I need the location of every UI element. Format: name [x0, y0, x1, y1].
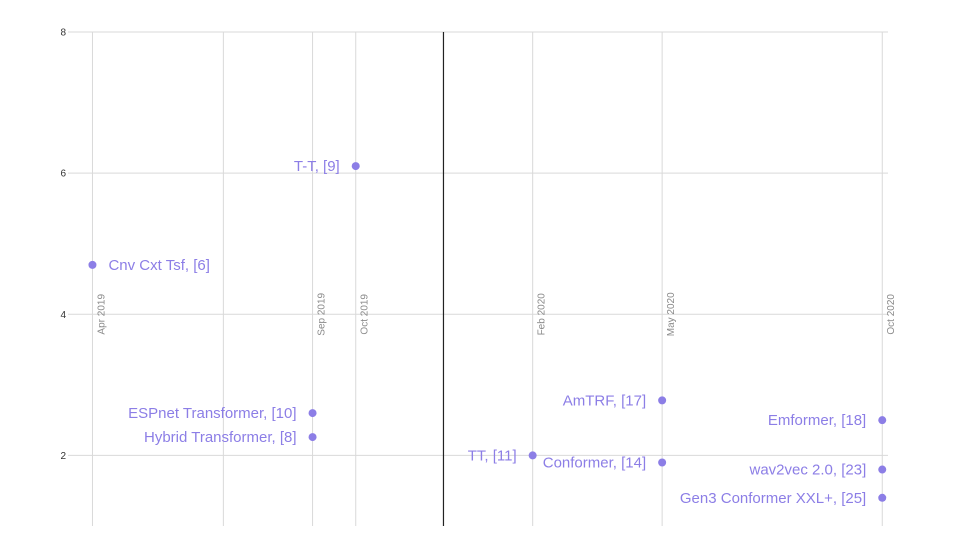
- y-tick-label: 6: [60, 169, 66, 180]
- data-point-label: T-T, [9]: [294, 158, 340, 175]
- data-point: [878, 465, 887, 474]
- data-point-label: Emformer, [18]: [768, 412, 866, 429]
- data-point: [878, 416, 887, 425]
- x-tick-label: Apr 2019: [96, 294, 107, 335]
- y-tick-label: 8: [60, 28, 66, 39]
- x-tick-label: Oct 2020: [886, 294, 897, 335]
- x-tick-label: Sep 2019: [317, 292, 328, 335]
- x-tick-label: May 2020: [666, 292, 677, 336]
- data-point: [658, 396, 667, 405]
- data-point-label: ESPnet Transformer, [10]: [128, 405, 296, 422]
- data-point: [88, 260, 97, 269]
- data-point: [528, 451, 537, 460]
- data-point-label: TT, [11]: [468, 447, 517, 464]
- x-tick-label: Oct 2019: [360, 294, 371, 335]
- data-point: [878, 493, 887, 502]
- data-point: [658, 458, 667, 467]
- data-point: [351, 162, 360, 171]
- data-point-label: wav2vec 2.0, [23]: [749, 462, 867, 479]
- x-tick-label: Feb 2020: [537, 293, 548, 336]
- y-tick-label: 4: [60, 310, 66, 321]
- data-point-label: Gen3 Conformer XXL+, [25]: [680, 490, 866, 507]
- data-point: [308, 409, 317, 418]
- data-point-label: AmTRF, [17]: [563, 392, 646, 409]
- y-tick-label: 2: [60, 451, 66, 462]
- data-point-label: Conformer, [14]: [543, 454, 646, 471]
- data-point: [308, 433, 317, 442]
- data-point-label: Cnv Cxt Tsf, [6]: [108, 257, 209, 274]
- data-point-label: Hybrid Transformer, [8]: [144, 429, 297, 446]
